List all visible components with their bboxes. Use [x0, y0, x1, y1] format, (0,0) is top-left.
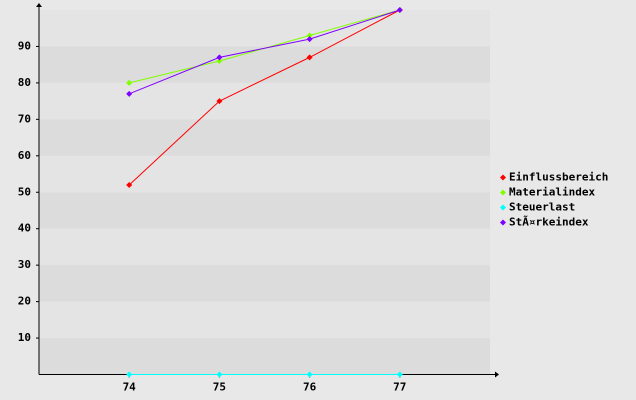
x-tick-label: 74 — [123, 381, 137, 394]
grid-band — [39, 10, 490, 47]
y-tick-label: 10 — [18, 331, 31, 344]
legend-label: Materialindex — [509, 186, 595, 199]
data-point — [306, 36, 313, 43]
y-tick-label: 90 — [18, 39, 31, 52]
y-tick-label: 50 — [18, 185, 31, 198]
x-axis-arrow — [495, 371, 499, 378]
y-tick-label: 80 — [18, 76, 31, 89]
legend-label: StÃ¤rkeindex — [509, 216, 589, 229]
series-line — [129, 9, 400, 95]
x-tick-label: 75 — [213, 381, 226, 394]
legend-marker — [500, 204, 506, 211]
y-axis-arrow — [36, 3, 42, 7]
data-point — [216, 58, 223, 65]
y-tick-label: 70 — [18, 112, 31, 125]
data-point — [396, 7, 403, 13]
data-point — [396, 371, 403, 378]
data-point — [306, 32, 313, 39]
grid-band — [39, 301, 490, 339]
y-tick-label: 60 — [18, 149, 31, 162]
legend-marker — [500, 174, 506, 181]
legend-label: Steuerlast — [509, 201, 575, 214]
data-point — [126, 90, 133, 97]
legend-marker — [500, 189, 506, 196]
legend-marker — [500, 219, 506, 226]
data-point — [126, 371, 133, 378]
data-point — [216, 371, 223, 378]
series-line — [128, 9, 401, 186]
y-tick-label: 30 — [18, 258, 31, 271]
grid-band — [39, 155, 490, 193]
grid-band — [39, 82, 490, 120]
data-point — [126, 79, 133, 86]
data-point — [306, 371, 313, 378]
grid-band — [39, 228, 490, 266]
y-tick-label: 20 — [18, 295, 31, 308]
grid-band — [39, 119, 490, 156]
x-tick-label: 76 — [303, 381, 317, 394]
data-point — [216, 54, 223, 61]
grid-band — [39, 192, 490, 229]
legend-label: Einflussbereich — [509, 171, 608, 184]
grid-band — [39, 265, 490, 302]
data-point — [216, 98, 223, 105]
grid-band — [39, 46, 490, 83]
data-point — [306, 54, 313, 61]
x-tick-label: 77 — [393, 381, 406, 394]
data-point — [126, 181, 133, 188]
y-tick-label: 40 — [18, 222, 31, 235]
grid-band — [39, 338, 490, 375]
